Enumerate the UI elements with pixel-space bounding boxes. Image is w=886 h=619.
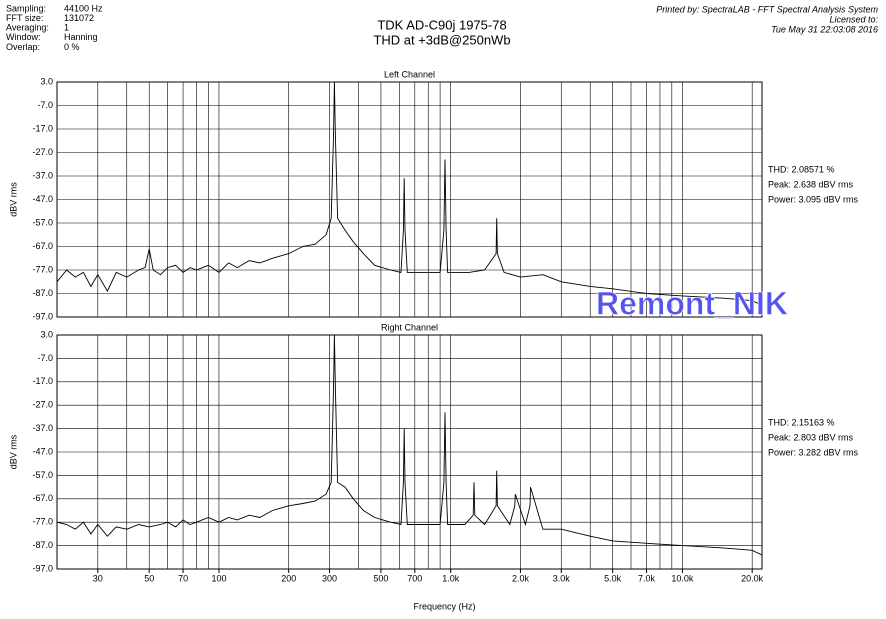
y-tick-label: -97.0 [32,311,53,321]
spectrum-line [56,334,763,556]
y-tick-label: 3.0 [40,76,53,86]
y-tick-label: -47.0 [32,194,53,204]
annotation: Peak: 2.638 dBV rms [768,179,854,189]
annotation: Power: 3.282 dBV rms [768,447,859,457]
y-tick-label: -87.0 [32,540,53,550]
y-tick-label: -47.0 [32,446,53,456]
info-label: Sampling: [6,3,46,13]
y-tick-label: -67.0 [32,493,53,503]
printed-by: Printed by: SpectraLAB - FFT Spectral An… [656,4,878,14]
licensed: Licensed to: [829,14,878,24]
print-date: Tue May 31 22:03:08 2016 [771,24,878,34]
y-tick-label: -37.0 [32,423,53,433]
panel-title: Right Channel [381,322,438,332]
info-label: Window: [6,32,41,42]
annotation: THD: 2.15163 % [768,417,835,427]
x-tick-label: 30 [93,573,103,583]
info-value: Hanning [64,32,98,42]
x-tick-label: 100 [211,573,226,583]
y-tick-label: -27.0 [32,400,53,410]
x-tick-label: 70 [178,573,188,583]
y-tick-label: -77.0 [32,517,53,527]
y-tick-label: -37.0 [32,170,53,180]
y-tick-label: -17.0 [32,123,53,133]
annotation: Peak: 2.803 dBV rms [768,432,854,442]
y-tick-label: -7.0 [37,353,53,363]
y-tick-label: -7.0 [37,100,53,110]
x-tick-label: 2.0k [512,573,530,583]
x-tick-label: 300 [322,573,337,583]
x-tick-label: 200 [281,573,296,583]
annotation: THD: 2.08571 % [768,164,835,174]
y-axis-label: dBV rms [8,434,18,469]
watermark: Remont_NIK [596,285,788,321]
y-tick-label: -67.0 [32,241,53,251]
info-value: 1 [64,23,69,33]
info-value: 131072 [64,13,94,23]
info-label: Averaging: [6,23,49,33]
y-tick-label: -87.0 [32,288,53,298]
chart-subtitle: THD at +3dB@250nWb [373,32,510,47]
panel-title: Left Channel [384,69,435,79]
x-tick-label: 500 [373,573,388,583]
spectrum-line [56,81,763,306]
y-tick-label: 3.0 [40,329,53,339]
y-tick-label: -57.0 [32,470,53,480]
info-label: Overlap: [6,42,40,52]
x-tick-label: 20.0k [741,573,764,583]
x-tick-label: 50 [144,573,154,583]
y-axis-label: dBV rms [8,182,18,217]
x-tick-label: 7.0k [638,573,656,583]
y-tick-label: -77.0 [32,264,53,274]
x-tick-label: 5.0k [604,573,622,583]
x-tick-label: 1.0k [442,573,460,583]
y-tick-label: -57.0 [32,217,53,227]
info-label: FFT size: [6,13,43,23]
info-value: 0 % [64,42,80,52]
x-tick-label: 3.0k [553,573,571,583]
info-value: 44100 Hz [64,3,103,13]
chart-title: TDK AD-C90j 1975-78 [377,17,506,32]
x-axis-label: Frequency (Hz) [413,601,475,611]
y-tick-label: -27.0 [32,147,53,157]
x-tick-label: 10.0k [671,573,694,583]
y-tick-label: -17.0 [32,376,53,386]
annotation: Power: 3.095 dBV rms [768,194,859,204]
y-tick-label: -97.0 [32,563,53,573]
x-tick-label: 700 [407,573,422,583]
